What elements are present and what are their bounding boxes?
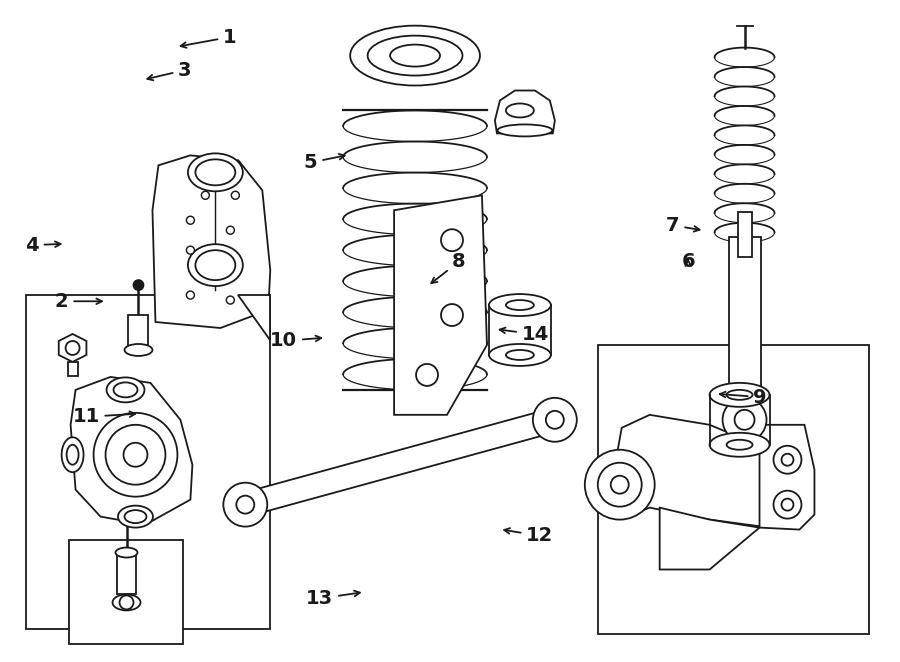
- Ellipse shape: [498, 124, 553, 136]
- Circle shape: [441, 229, 463, 251]
- Circle shape: [781, 453, 794, 465]
- Ellipse shape: [112, 594, 140, 610]
- Bar: [729, 237, 760, 400]
- Ellipse shape: [726, 390, 752, 400]
- Ellipse shape: [367, 36, 463, 75]
- Ellipse shape: [390, 44, 440, 67]
- Circle shape: [773, 491, 802, 518]
- Bar: [738, 213, 752, 257]
- Circle shape: [186, 291, 194, 299]
- Bar: [116, 553, 137, 594]
- Circle shape: [226, 296, 234, 304]
- Circle shape: [120, 595, 133, 610]
- Ellipse shape: [489, 344, 551, 366]
- Text: 6: 6: [681, 252, 695, 271]
- Circle shape: [734, 410, 754, 430]
- Text: 4: 4: [25, 236, 60, 255]
- Circle shape: [186, 216, 194, 224]
- Bar: [26, 295, 270, 630]
- Text: 10: 10: [270, 332, 321, 350]
- Ellipse shape: [67, 445, 78, 465]
- Circle shape: [773, 446, 802, 474]
- Circle shape: [598, 463, 642, 506]
- Ellipse shape: [709, 433, 770, 457]
- Ellipse shape: [118, 506, 153, 528]
- Circle shape: [223, 483, 267, 526]
- Circle shape: [66, 341, 79, 355]
- Circle shape: [781, 498, 794, 510]
- Text: 11: 11: [72, 407, 135, 426]
- Bar: [68, 362, 77, 376]
- Circle shape: [723, 398, 767, 442]
- Circle shape: [133, 280, 143, 290]
- Ellipse shape: [726, 440, 752, 449]
- Ellipse shape: [124, 510, 147, 523]
- Ellipse shape: [113, 383, 138, 397]
- Polygon shape: [238, 295, 270, 340]
- Ellipse shape: [188, 154, 243, 191]
- Circle shape: [123, 443, 148, 467]
- Polygon shape: [495, 91, 554, 134]
- Circle shape: [105, 425, 166, 485]
- Polygon shape: [242, 408, 558, 516]
- Ellipse shape: [506, 300, 534, 310]
- Text: 13: 13: [306, 589, 360, 608]
- Polygon shape: [70, 377, 193, 524]
- Ellipse shape: [506, 103, 534, 117]
- Text: 9: 9: [720, 387, 767, 406]
- Text: 14: 14: [500, 325, 549, 344]
- Polygon shape: [58, 334, 86, 362]
- Text: 8: 8: [431, 252, 466, 283]
- Circle shape: [533, 398, 577, 442]
- Circle shape: [186, 246, 194, 254]
- Ellipse shape: [124, 344, 152, 356]
- Text: 2: 2: [55, 292, 102, 310]
- Circle shape: [94, 413, 177, 496]
- Text: 3: 3: [148, 60, 192, 80]
- Ellipse shape: [115, 547, 138, 557]
- Polygon shape: [152, 156, 270, 328]
- Text: 5: 5: [304, 153, 345, 172]
- Text: 1: 1: [181, 28, 237, 48]
- Ellipse shape: [195, 250, 235, 280]
- Ellipse shape: [188, 244, 243, 286]
- Text: 12: 12: [504, 526, 554, 545]
- Ellipse shape: [350, 26, 480, 85]
- Bar: [68, 540, 184, 644]
- Ellipse shape: [506, 350, 534, 360]
- Ellipse shape: [61, 438, 84, 472]
- Bar: [129, 315, 148, 350]
- Circle shape: [611, 476, 629, 494]
- Circle shape: [585, 449, 654, 520]
- Circle shape: [546, 411, 563, 429]
- Circle shape: [202, 191, 210, 199]
- Polygon shape: [660, 508, 760, 569]
- Circle shape: [441, 304, 463, 326]
- Ellipse shape: [709, 383, 770, 407]
- Circle shape: [416, 364, 438, 386]
- Bar: [598, 345, 869, 634]
- Circle shape: [231, 191, 239, 199]
- Ellipse shape: [195, 160, 235, 185]
- Ellipse shape: [106, 377, 145, 402]
- Polygon shape: [394, 195, 487, 415]
- Polygon shape: [605, 415, 788, 528]
- Polygon shape: [760, 425, 815, 530]
- Text: 7: 7: [666, 216, 699, 235]
- Circle shape: [226, 226, 234, 234]
- Circle shape: [237, 496, 255, 514]
- Ellipse shape: [489, 294, 551, 316]
